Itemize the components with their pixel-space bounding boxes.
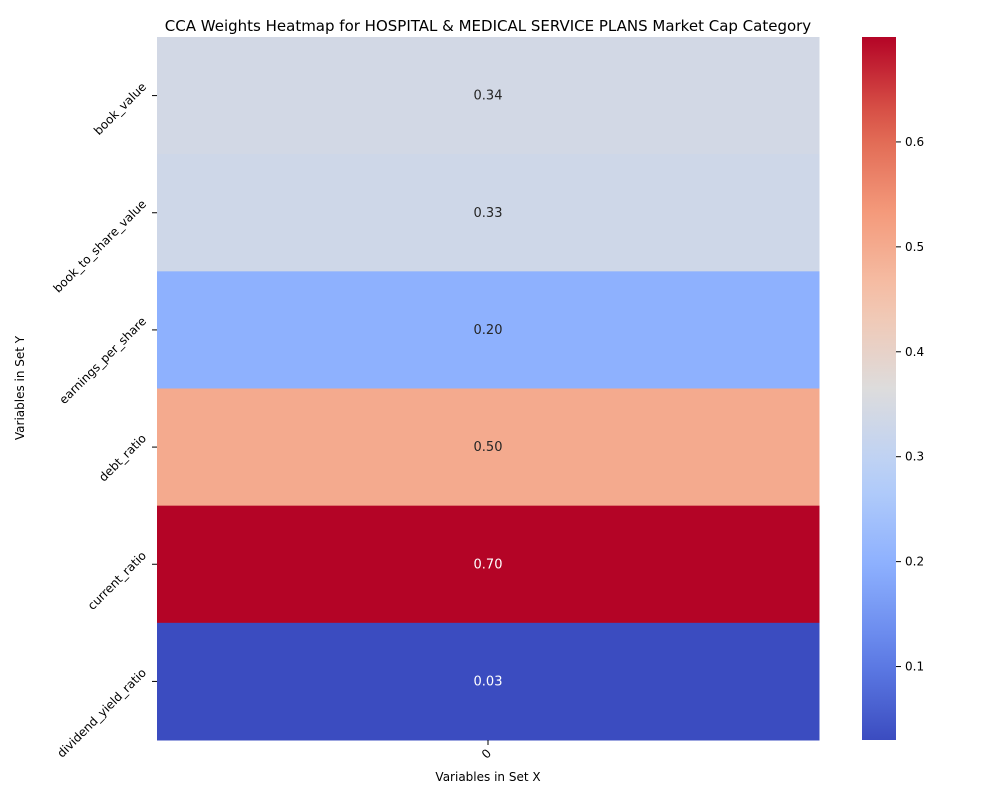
cell-value-label: 0.34 xyxy=(474,89,503,104)
heatmap-cells xyxy=(157,37,820,741)
heatmap-cell-debt_ratio xyxy=(157,388,820,507)
y-tick-label-book_to_share_value: book_to_share_value xyxy=(51,197,150,296)
heatmap-cell-book_to_share_value xyxy=(157,154,820,272)
x-tick-label: 0 xyxy=(479,746,494,761)
colorbar-gradient xyxy=(862,37,896,740)
colorbar-tick-label: 0.5 xyxy=(905,240,924,254)
cell-value-label: 0.03 xyxy=(474,674,503,689)
cell-value-label: 0.70 xyxy=(474,557,503,572)
cell-value-label: 0.33 xyxy=(474,206,503,221)
cell-value-label: 0.50 xyxy=(474,440,503,455)
heatmap-cell-earnings_per_share xyxy=(157,271,820,389)
colorbar-tick-label: 0.3 xyxy=(905,450,924,464)
colorbar-tick-label: 0.2 xyxy=(905,555,924,569)
y-tick-label-debt_ratio: debt_ratio xyxy=(96,431,149,484)
y-tick-label-earnings_per_share: earnings_per_share xyxy=(56,314,149,407)
y-tick-label-book_value: book_value xyxy=(91,80,149,138)
chart-title: CCA Weights Heatmap for HOSPITAL & MEDIC… xyxy=(165,17,812,35)
colorbar-tick-label: 0.4 xyxy=(905,345,924,359)
colorbar-tick-label: 0.1 xyxy=(905,660,924,674)
y-axis-label: Variables in Set Y xyxy=(13,335,27,440)
heatmap-cell-current_ratio xyxy=(157,505,820,624)
colorbar: 0.1 0.2 0.3 0.4 0.5 0.6 xyxy=(862,37,924,740)
x-axis: 0 xyxy=(479,740,494,762)
y-tick-label-current_ratio: current_ratio xyxy=(85,548,149,612)
colorbar-tick-label: 0.6 xyxy=(905,135,924,149)
heatmap-cell-book_value xyxy=(157,37,820,155)
cell-value-labels: 0.34 0.33 0.20 0.50 0.70 0.03 xyxy=(474,89,503,690)
heatmap-cell-dividend_yield_ratio xyxy=(157,622,820,741)
x-axis-label: Variables in Set X xyxy=(435,770,540,784)
y-tick-label-dividend_yield_ratio: dividend_yield_ratio xyxy=(54,666,149,761)
cell-value-label: 0.20 xyxy=(474,323,503,338)
y-axis: book_value book_to_share_value earnings_pe… xyxy=(51,80,157,761)
